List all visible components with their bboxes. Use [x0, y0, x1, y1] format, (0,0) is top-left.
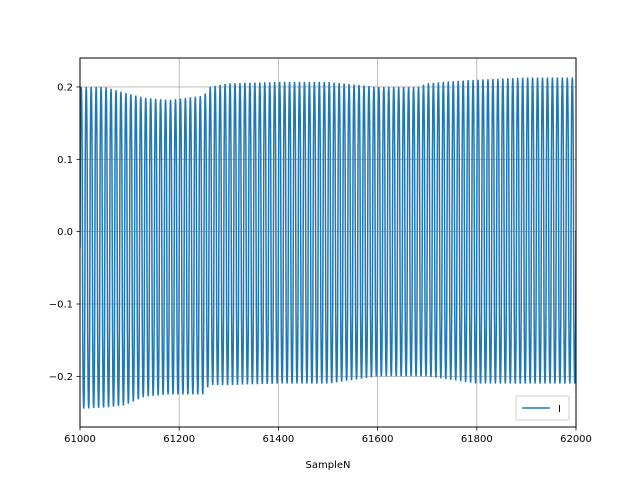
legend: I: [515, 395, 570, 421]
x-tick-label: 61200: [163, 434, 195, 445]
y-tick-label: 0.0: [57, 227, 73, 238]
x-axis-label: SampleN: [306, 460, 351, 471]
y-tick-label: 0.1: [57, 155, 73, 166]
legend-label-I: I: [558, 404, 561, 415]
series-line-I: [80, 77, 576, 409]
x-tick-label: 62000: [560, 434, 592, 445]
x-axis: 61000 61200 61400 61600 61800 62000: [64, 427, 592, 445]
x-tick-label: 61800: [461, 434, 493, 445]
x-tick-label: 61400: [262, 434, 294, 445]
axes-frame: [79, 57, 577, 428]
plot-area: [80, 77, 576, 409]
y-tick-label: −0.1: [49, 300, 73, 311]
x-tick-label: 61600: [362, 434, 394, 445]
y-tick-label: −0.2: [49, 372, 73, 383]
y-axis: −0.2 −0.1 0.0 0.1 0.2: [49, 82, 80, 383]
y-tick-label: 0.2: [57, 82, 73, 93]
x-tick-label: 61000: [64, 434, 96, 445]
